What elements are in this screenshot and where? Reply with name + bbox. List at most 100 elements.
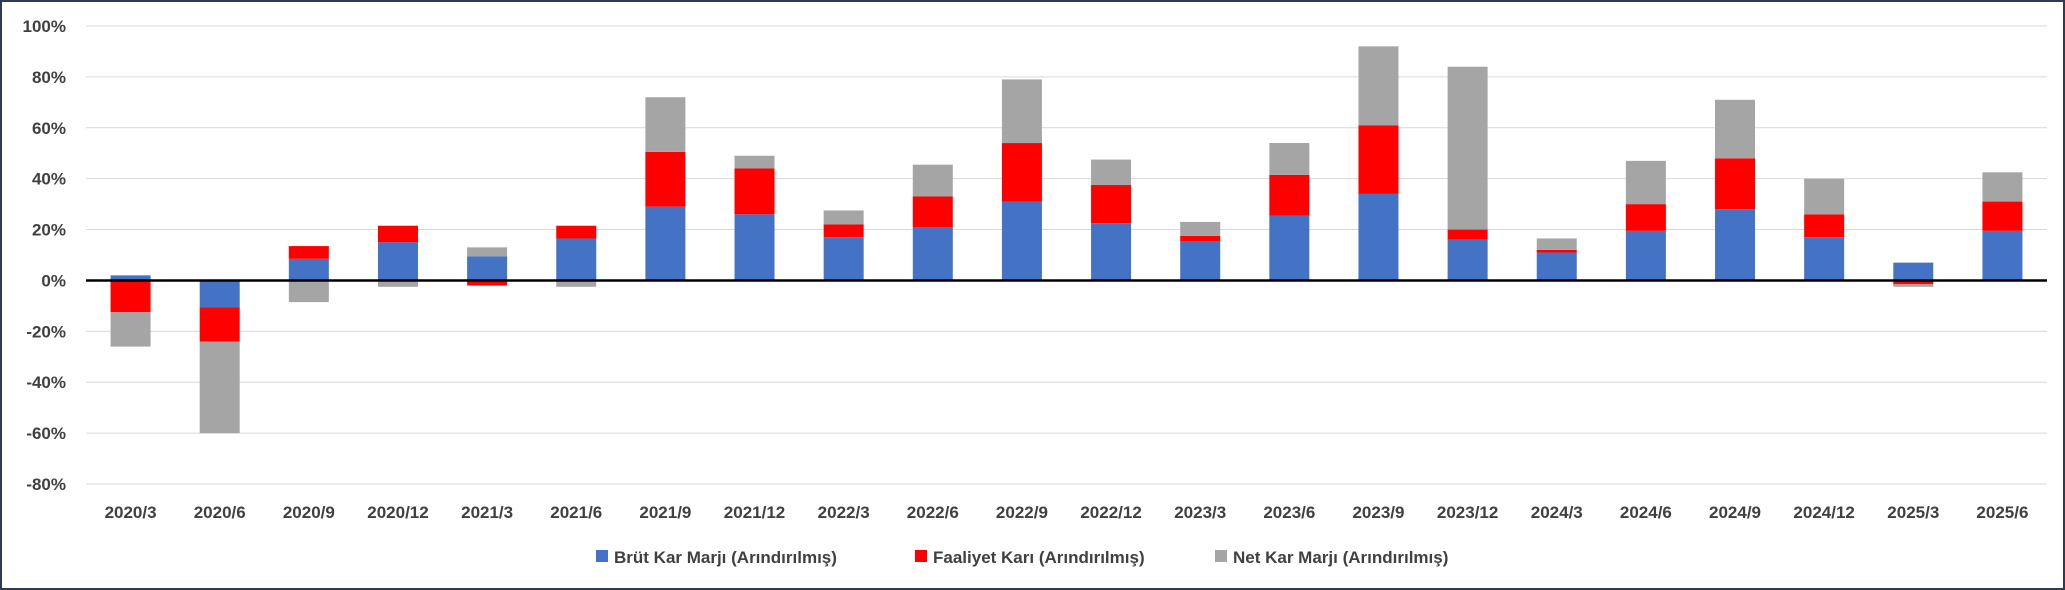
bar-series: [110, 46, 2023, 434]
bar-segment: [1180, 221, 1221, 236]
bar-segment: [288, 258, 329, 281]
bar-segment: [734, 168, 775, 215]
x-tick-label: 2023/9: [1352, 503, 1404, 522]
y-tick-label: 20%: [32, 221, 66, 240]
bar-segment: [1982, 172, 2023, 202]
x-tick-label: 2021/12: [724, 503, 785, 522]
bar-segment: [199, 341, 240, 434]
y-tick-label: -60%: [26, 424, 66, 443]
x-tick-label: 2022/12: [1080, 503, 1141, 522]
bar-segment: [1804, 237, 1845, 281]
bar-segment: [467, 256, 508, 281]
x-tick-label: 2023/3: [1174, 503, 1226, 522]
bar-segment: [1001, 79, 1042, 144]
bar-segment: [1982, 201, 2023, 231]
bar-segment: [645, 97, 686, 152]
bar-segment: [467, 247, 508, 257]
x-tick-label: 2023/12: [1437, 503, 1498, 522]
x-tick-label: 2021/9: [639, 503, 691, 522]
bar-segment: [1625, 204, 1666, 231]
bar-segment: [1982, 230, 2023, 281]
bar-segment: [1001, 201, 1042, 281]
bar-segment: [823, 210, 864, 225]
legend-label: Net Kar Marjı (Arındırılmış): [1233, 548, 1448, 567]
x-tick-label: 2024/6: [1620, 503, 1672, 522]
y-tick-label: 80%: [32, 68, 66, 87]
bar-segment: [734, 214, 775, 281]
x-axis-ticks: 2020/3 2020/6 2020/9 2020/12 2021/3 2021/6 202…: [105, 503, 2029, 522]
bar-segment: [1893, 284, 1934, 287]
bar-segment: [645, 206, 686, 281]
bar-segment: [1091, 185, 1132, 224]
x-tick-label: 2022/9: [996, 503, 1048, 522]
bar-segment: [734, 155, 775, 169]
y-tick-label: -20%: [26, 322, 66, 341]
legend-swatch: [915, 550, 927, 562]
bar-segment: [199, 307, 240, 342]
bar-segment: [1893, 280, 1934, 285]
x-tick-label: 2020/12: [367, 503, 428, 522]
bar-segment: [1715, 209, 1756, 281]
y-tick-label: -80%: [26, 475, 66, 494]
bar-segment: [377, 280, 418, 287]
bar-segment: [1625, 230, 1666, 281]
bar-segment: [1625, 160, 1666, 205]
bar-segment: [912, 227, 953, 281]
y-axis-ticks: 100% 80% 60% 40% 20% 0% -20% -40% -60% -80%: [23, 17, 66, 494]
bar-segment: [1269, 143, 1310, 175]
bar-segment: [1447, 66, 1488, 230]
bar-segment: [1180, 235, 1221, 242]
bar-segment: [199, 280, 240, 308]
x-tick-label: 2022/6: [907, 503, 959, 522]
bar-segment: [377, 242, 418, 281]
bar-segment: [288, 280, 329, 303]
bar-segment: [1091, 159, 1132, 186]
bar-segment: [1447, 239, 1488, 281]
bar-segment: [1180, 241, 1221, 281]
bar-segment: [823, 224, 864, 238]
bar-segment: [110, 312, 151, 347]
x-tick-label: 2025/6: [1976, 503, 2028, 522]
x-tick-label: 2022/3: [818, 503, 870, 522]
x-tick-label: 2025/3: [1887, 503, 1939, 522]
bar-segment: [1804, 214, 1845, 238]
bar-segment: [1804, 178, 1845, 215]
bar-segment: [1269, 215, 1310, 281]
bar-segment: [1358, 193, 1399, 281]
x-tick-label: 2023/6: [1263, 503, 1315, 522]
bar-segment: [1715, 99, 1756, 159]
x-tick-label: 2021/6: [550, 503, 602, 522]
bar-segment: [823, 237, 864, 281]
bar-segment: [1358, 125, 1399, 194]
y-tick-label: 40%: [32, 170, 66, 189]
bar-segment: [1715, 158, 1756, 210]
bar-segment: [1536, 238, 1577, 250]
bar-segment: [1269, 174, 1310, 216]
y-tick-label: 0%: [41, 271, 66, 290]
bar-segment: [556, 225, 597, 239]
y-tick-label: 100%: [23, 17, 66, 36]
legend-label: Faaliyet Karı (Arındırılmış): [933, 548, 1145, 567]
bar-segment: [110, 275, 151, 281]
bar-segment: [1091, 223, 1132, 281]
bar-segment: [912, 196, 953, 228]
y-tick-label: 60%: [32, 119, 66, 138]
y-tick-label: -40%: [26, 373, 66, 392]
bar-segment: [377, 225, 418, 243]
x-tick-label: 2020/3: [105, 503, 157, 522]
bar-segment: [288, 246, 329, 259]
x-tick-label: 2024/9: [1709, 503, 1761, 522]
bar-segment: [556, 280, 597, 287]
bar-segment: [1536, 249, 1577, 253]
bar-segment: [1001, 143, 1042, 202]
legend-label: Brüt Kar Marjı (Arındırılmış): [614, 548, 837, 567]
bar-segment: [1358, 46, 1399, 126]
x-tick-label: 2021/3: [461, 503, 513, 522]
bar-segment: [467, 280, 508, 286]
bar-segment: [556, 238, 597, 281]
bar-segment: [645, 151, 686, 207]
bar-segment: [1893, 262, 1934, 281]
bar-segment: [1536, 252, 1577, 281]
